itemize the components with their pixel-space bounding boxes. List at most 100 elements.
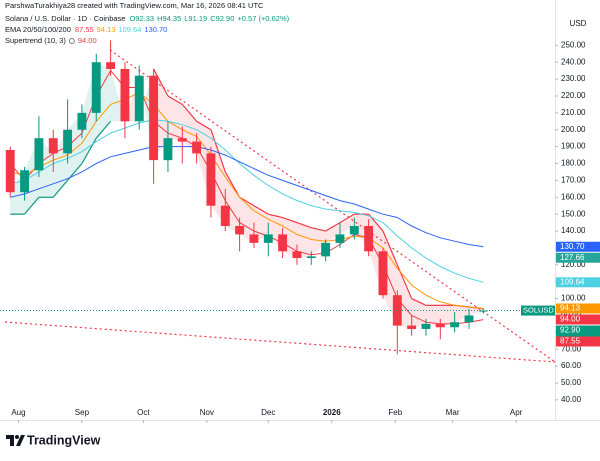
y-tick-label: 210.00 bbox=[561, 108, 586, 117]
supertrend-line bbox=[24, 196, 40, 215]
candle-body bbox=[306, 256, 316, 259]
candle-body bbox=[421, 323, 431, 329]
trend-line bbox=[109, 49, 556, 363]
legend-text: 94.00 bbox=[78, 36, 97, 45]
y-tick-label: 200.00 bbox=[561, 125, 586, 134]
price-badge-label: 94.13 bbox=[560, 304, 581, 313]
supertrend-fill bbox=[339, 214, 355, 235]
x-tick-label: Aug bbox=[11, 408, 25, 417]
supertrend-fill bbox=[311, 227, 326, 257]
legend-text: +0.57 (+0.62%) bbox=[237, 14, 289, 23]
x-tick-label: Dec bbox=[261, 408, 275, 417]
candle-body bbox=[364, 225, 374, 252]
y-tick-label: 250.00 bbox=[561, 40, 586, 49]
y-tick-label: 120.00 bbox=[561, 260, 586, 269]
y-tick-label: 100.00 bbox=[561, 294, 586, 303]
legend-text: C92.90 bbox=[210, 14, 234, 23]
y-tick-label: 240.00 bbox=[561, 57, 586, 66]
y-tick-label: 180.00 bbox=[561, 159, 586, 168]
supertrend-fill bbox=[454, 305, 469, 323]
price-badge-label: 94.00 bbox=[560, 315, 581, 324]
candle-body bbox=[235, 225, 245, 235]
supertrend-line bbox=[153, 68, 169, 97]
candle-body bbox=[349, 225, 359, 235]
trend-line bbox=[4, 321, 556, 363]
candle-body bbox=[249, 234, 259, 243]
legend-text: Solana / U.S. Dollar · 1D · Coinbase bbox=[5, 14, 125, 23]
supertrend-fill bbox=[325, 222, 340, 243]
x-tick-label: Feb bbox=[388, 408, 402, 417]
candle-body bbox=[177, 138, 187, 142]
candle-body bbox=[134, 75, 144, 122]
supertrend-line bbox=[382, 230, 398, 266]
candle-body bbox=[91, 62, 101, 113]
candle-body bbox=[263, 234, 273, 243]
price-badge-label: 130.70 bbox=[560, 242, 585, 251]
price-badge bbox=[556, 277, 600, 288]
legend-icon bbox=[68, 38, 75, 44]
candle-body bbox=[378, 251, 388, 296]
price-badge-label: 109.64 bbox=[560, 277, 585, 286]
candle-body bbox=[392, 295, 402, 326]
candle-body bbox=[220, 205, 230, 226]
supertrend-line bbox=[196, 120, 212, 131]
supertrend-fill bbox=[440, 305, 455, 328]
legend-text: 87.55 bbox=[75, 25, 94, 34]
supertrend-line bbox=[339, 213, 355, 224]
candle-body bbox=[435, 323, 445, 328]
legend-text: EMA 20/50/100/200 bbox=[5, 25, 71, 34]
price-badge bbox=[556, 241, 600, 252]
supertrend-line bbox=[325, 222, 341, 232]
price-badge bbox=[556, 303, 600, 314]
candle-body bbox=[48, 138, 58, 154]
legend-text: H94.35 bbox=[157, 14, 181, 23]
supertrend-line bbox=[253, 205, 269, 215]
x-tick-label: Mar bbox=[446, 408, 460, 417]
candle-body bbox=[106, 62, 116, 69]
currency: USD bbox=[570, 19, 587, 28]
supertrend-line bbox=[268, 213, 283, 219]
supertrend-line bbox=[81, 137, 97, 164]
supertrend-line bbox=[411, 298, 427, 306]
legend-text: O92.33 bbox=[129, 14, 154, 23]
supertrend-fill bbox=[468, 307, 484, 316]
candle-body bbox=[206, 153, 216, 206]
candle-body bbox=[292, 251, 302, 259]
price-badge bbox=[556, 252, 600, 263]
legend-text: L91.19 bbox=[184, 14, 207, 23]
supertrend-fill bbox=[253, 205, 269, 243]
supertrend-fill bbox=[167, 95, 183, 142]
price-badge-label: 92.90 bbox=[560, 326, 581, 335]
supertrend-fill bbox=[411, 298, 426, 329]
legend-text: 109.64 bbox=[118, 25, 141, 34]
candle-body bbox=[34, 138, 44, 171]
candle-body bbox=[120, 68, 130, 122]
supertrend-line bbox=[181, 104, 198, 122]
y-tick-label: 230.00 bbox=[561, 74, 586, 83]
supertrend-line bbox=[239, 196, 255, 207]
x-tick-label: Nov bbox=[200, 408, 214, 417]
ema-line bbox=[9, 69, 484, 325]
supertrend-line bbox=[282, 216, 298, 224]
logo: TradingView bbox=[6, 433, 101, 447]
x-tick-label: Oct bbox=[137, 408, 150, 417]
brand: TradingView bbox=[27, 433, 101, 447]
y-tick-label: 190.00 bbox=[561, 142, 586, 151]
candle-body bbox=[321, 242, 331, 257]
supertrend-fill bbox=[296, 222, 312, 259]
y-tick-label: 40.00 bbox=[561, 395, 582, 404]
y-tick-label: 50.00 bbox=[561, 378, 582, 387]
candle-body bbox=[5, 150, 15, 193]
x-tick-label: 2026 bbox=[323, 408, 341, 417]
candle-body bbox=[407, 325, 417, 329]
y-tick-label: 60.00 bbox=[561, 361, 582, 370]
price-badge bbox=[556, 314, 600, 325]
supertrend-line bbox=[311, 227, 326, 232]
ema-line bbox=[10, 119, 484, 283]
supertrend-line bbox=[95, 120, 112, 139]
legend-text: 130.70 bbox=[144, 25, 167, 34]
candle-body bbox=[464, 315, 474, 323]
candle-body bbox=[192, 141, 202, 154]
price-badge bbox=[556, 336, 600, 347]
